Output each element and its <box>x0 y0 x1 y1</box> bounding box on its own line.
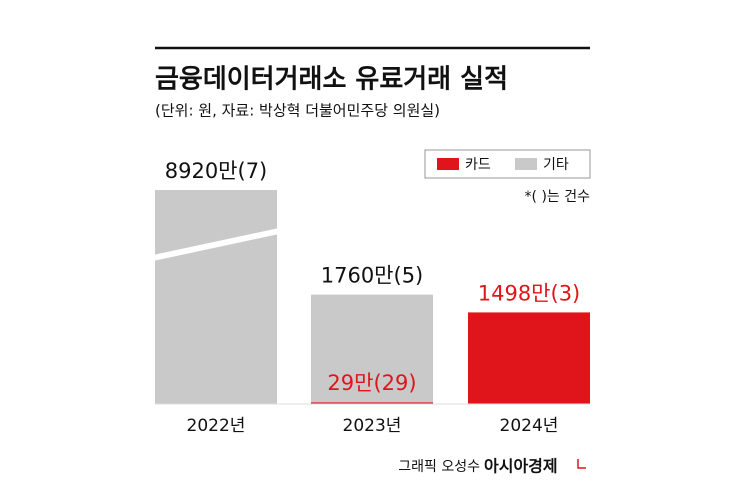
credit: 그래픽 오성수 <box>398 459 480 475</box>
bar <box>155 190 277 404</box>
legend-swatch <box>437 158 459 170</box>
bar <box>311 402 433 404</box>
data-label: 1760만(5) <box>321 264 424 288</box>
x-tick-label: 2023년 <box>343 416 402 436</box>
x-tick-label: 2022년 <box>187 416 246 436</box>
legend-swatch <box>515 158 537 170</box>
legend-label: 기타 <box>543 157 569 173</box>
brand-icon <box>577 459 586 469</box>
bar <box>311 294 433 403</box>
axis-break <box>153 228 279 261</box>
data-label: 8920만(7) <box>165 159 268 183</box>
chart-title: 금융데이터거래소 유료거래 실적 <box>155 65 508 95</box>
data-label: 1498만(3) <box>478 281 581 305</box>
x-tick-label: 2024년 <box>500 416 559 436</box>
plot <box>155 190 590 404</box>
brand: 아시아경제 <box>484 457 558 476</box>
note: *( )는 건수 <box>525 189 591 205</box>
legend-label: 카드 <box>465 157 491 173</box>
bar <box>468 312 590 404</box>
data-label: 29만(29) <box>327 371 416 395</box>
subtitle: (단위: 원, 자료: 박상혁 더불어민주당 의원실) <box>155 102 440 120</box>
